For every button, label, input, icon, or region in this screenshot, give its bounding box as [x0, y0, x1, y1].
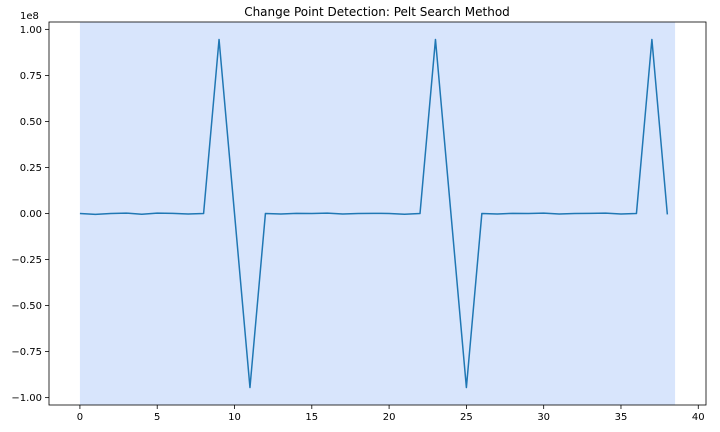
x-tick-label: 30: [537, 412, 550, 423]
x-tick-label: 40: [692, 412, 705, 423]
y-offset-label: 1e8: [20, 11, 39, 22]
y-tick-label: −0.25: [11, 255, 42, 266]
x-tick-label: 10: [228, 412, 241, 423]
y-tick-label: −1.00: [11, 393, 42, 404]
y-tick-label: 0.75: [20, 71, 42, 82]
series-layer: [79, 38, 669, 389]
x-axis-ticks: 0 5 10 15 20 25 30 35 40: [77, 405, 705, 423]
y-tick-label: −0.50: [11, 301, 42, 312]
x-tick-label: 5: [154, 412, 160, 423]
x-tick-label: 15: [305, 412, 318, 423]
y-axis-ticks: 1.00 0.75 0.50 0.25 0.00 −0.25 −0.50 −0.75 −1.00: [11, 25, 49, 404]
x-tick-label: 25: [460, 412, 473, 423]
x-tick-label: 0: [77, 412, 83, 423]
y-tick-label: 1.00: [20, 25, 42, 36]
x-tick-label: 20: [383, 412, 396, 423]
y-tick-label: −0.75: [11, 347, 42, 358]
chart-title: Change Point Detection: Pelt Search Meth…: [244, 5, 510, 19]
y-tick-label: 0.25: [20, 163, 42, 174]
x-tick-label: 35: [615, 412, 628, 423]
y-tick-label: 0.50: [20, 117, 42, 128]
series-line-signal: [79, 38, 669, 389]
y-tick-label: 0.00: [20, 209, 42, 220]
